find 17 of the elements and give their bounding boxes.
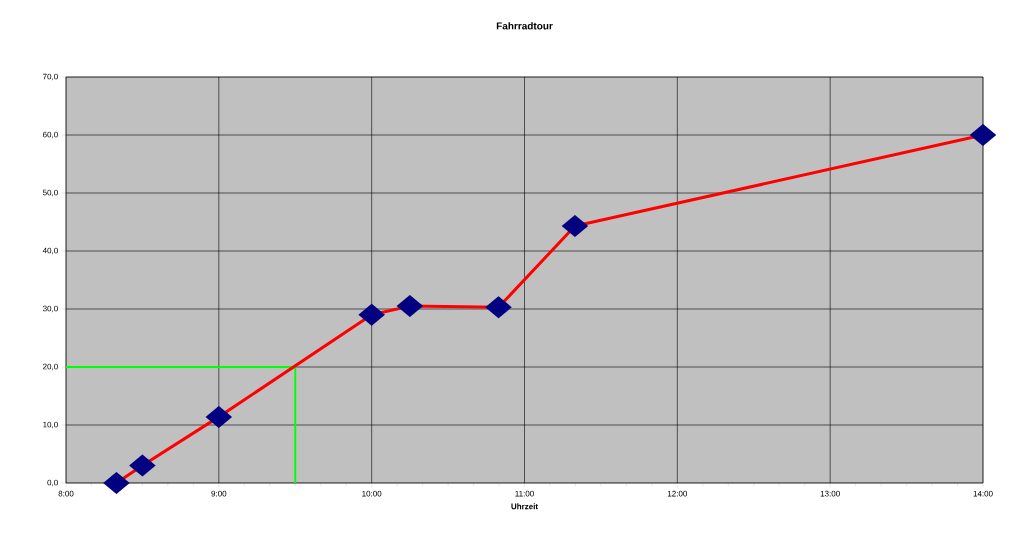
x-tick-label: 11:00 <box>515 490 534 497</box>
y-tick-label: 40,0 <box>42 247 58 255</box>
y-tick-label: 60,0 <box>43 131 58 139</box>
chart-title: Fahrradtour <box>496 22 553 30</box>
x-tick-label: 14:00 <box>973 490 993 497</box>
x-tick-label: 8:00 <box>58 490 74 497</box>
y-tick-label: 70,0 <box>43 73 58 81</box>
x-tick-label: 9:00 <box>211 490 227 497</box>
x-tick-label: 12:00 <box>667 490 688 497</box>
x-tick-label: 10:00 <box>362 490 382 497</box>
y-tick-label: 30,0 <box>42 305 58 313</box>
y-tick-label: 50,0 <box>42 189 58 197</box>
y-tick-label: 10,0 <box>43 421 58 429</box>
x-axis-title: Uhrzeit <box>511 503 538 510</box>
y-tick-label: 20,0 <box>43 363 58 371</box>
x-tick-label: 13:00 <box>820 490 840 497</box>
y-tick-label: 0,0 <box>47 479 58 487</box>
